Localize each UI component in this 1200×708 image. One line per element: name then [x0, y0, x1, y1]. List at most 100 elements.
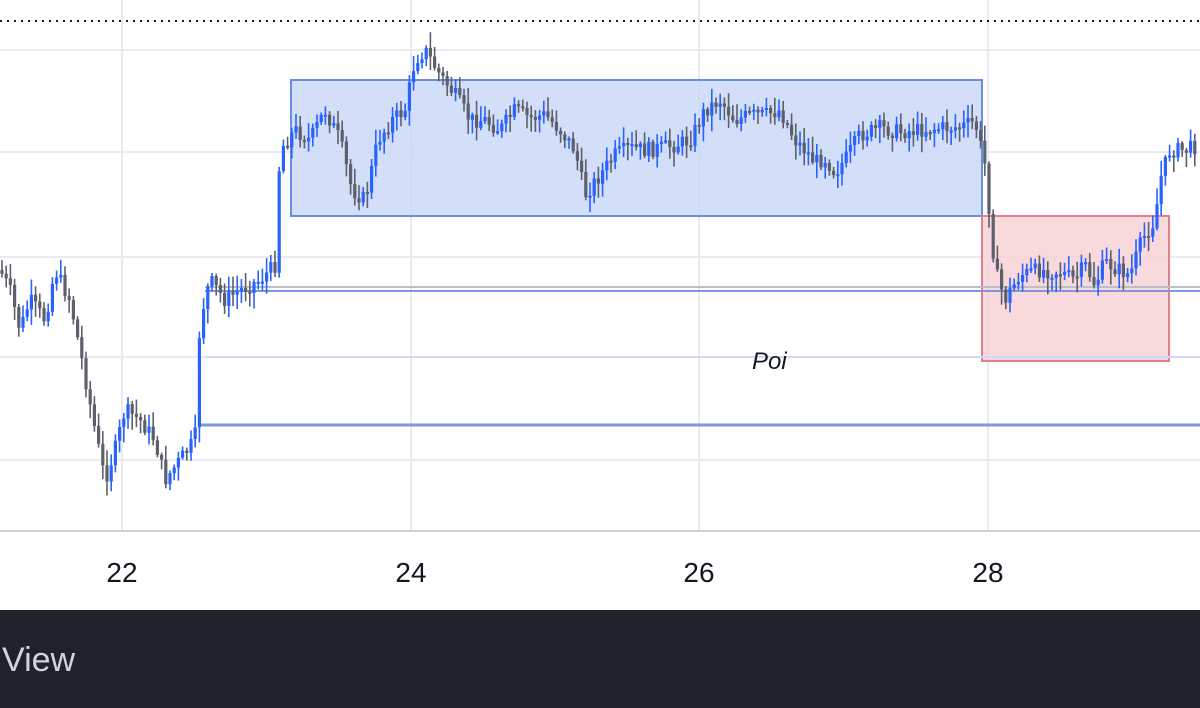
- candle-body: [664, 140, 668, 143]
- poi-zone-box[interactable]: [981, 215, 1170, 362]
- candle-body: [1033, 263, 1037, 269]
- candle-body: [571, 138, 575, 152]
- candle-body: [848, 145, 852, 152]
- candle-body: [130, 404, 134, 414]
- candle-body: [403, 110, 407, 117]
- candle-body: [357, 198, 361, 203]
- candle-body: [1113, 269, 1117, 275]
- view-button[interactable]: View: [2, 641, 76, 679]
- candle-body: [29, 294, 33, 310]
- candle-body: [1109, 259, 1113, 270]
- candle-body: [693, 124, 697, 146]
- candle-body: [819, 154, 823, 168]
- candle-body: [466, 103, 470, 120]
- candle-body: [483, 117, 487, 122]
- candle-body: [97, 426, 101, 444]
- candle-body: [160, 454, 164, 460]
- candle-body: [508, 114, 512, 117]
- candle-body: [546, 111, 550, 118]
- candle-body: [1079, 262, 1083, 277]
- candle-body: [25, 309, 29, 317]
- candle-body: [13, 284, 17, 307]
- poi-annotation-label[interactable]: Poi: [752, 348, 787, 375]
- candle-body: [937, 129, 941, 132]
- candle-body: [1012, 284, 1016, 289]
- candle-body: [407, 82, 411, 111]
- x-axis-tick-label: 22: [106, 557, 137, 588]
- candle-body: [529, 115, 533, 118]
- candle-body: [920, 123, 924, 137]
- candle-body: [172, 467, 176, 474]
- candle-body: [214, 276, 218, 286]
- candle-body: [176, 457, 180, 468]
- candle-body: [248, 291, 252, 294]
- candle-body: [764, 108, 768, 110]
- candle-body: [823, 162, 827, 168]
- candle-body: [244, 288, 248, 292]
- x-axis-tick-label: 28: [972, 557, 1003, 588]
- candle-body: [273, 262, 277, 273]
- candle-body: [437, 67, 441, 73]
- candle-body: [269, 262, 273, 273]
- candle-body: [382, 132, 386, 142]
- candle-body: [1054, 274, 1058, 278]
- candle-body: [1037, 263, 1041, 278]
- candle-body: [105, 465, 109, 482]
- candle-body: [1172, 155, 1176, 158]
- candle-body: [449, 85, 453, 93]
- candle-body: [1130, 268, 1134, 274]
- candle-body: [118, 427, 122, 441]
- candle-body: [567, 138, 571, 141]
- x-axis-tick-label: 26: [683, 557, 714, 588]
- candle-body: [315, 122, 319, 128]
- candle-body: [1046, 270, 1050, 279]
- candle-body: [319, 114, 323, 122]
- bottom-toolbar: View: [0, 610, 1200, 708]
- candle-body: [428, 47, 432, 57]
- candle-body: [844, 151, 848, 164]
- candle-body: [332, 123, 336, 126]
- candle-body: [710, 102, 714, 116]
- candle-body: [605, 160, 609, 171]
- candle-body: [865, 136, 869, 141]
- candle-body: [1117, 263, 1121, 275]
- candle-body: [714, 102, 718, 107]
- candle-body: [689, 145, 693, 148]
- consolidation-range-box[interactable]: [290, 79, 983, 217]
- candle-body: [147, 426, 151, 433]
- candle-body: [239, 288, 243, 292]
- candle-body: [890, 135, 894, 138]
- candle-body: [794, 135, 798, 146]
- candle-body: [340, 130, 344, 142]
- candle-body: [504, 114, 508, 124]
- candle-body: [344, 141, 348, 165]
- candle-body: [109, 465, 113, 482]
- candle-body: [1050, 277, 1054, 280]
- candle-body: [479, 121, 483, 128]
- candle-body: [727, 106, 731, 116]
- candle-body: [580, 160, 584, 172]
- candle-body: [760, 109, 764, 113]
- candle-body: [903, 133, 907, 139]
- price-chart[interactable]: Poi 22 24 26 28: [0, 0, 1200, 610]
- candle-body: [286, 145, 290, 148]
- candle-body: [676, 146, 680, 153]
- candle-body: [512, 104, 516, 117]
- candle-body: [979, 130, 983, 141]
- candle-body: [966, 117, 970, 123]
- candle-body: [370, 166, 374, 193]
- candle-body: [487, 117, 491, 125]
- candle-body: [256, 281, 260, 284]
- candle-body: [836, 174, 840, 177]
- candle-body: [542, 111, 546, 116]
- candle-body: [1168, 155, 1172, 158]
- candle-body: [790, 124, 794, 136]
- candle-body: [634, 144, 638, 148]
- chart-canvas[interactable]: Poi 22 24 26 28: [0, 0, 1200, 610]
- candle-body: [218, 285, 222, 293]
- candle-body: [743, 110, 747, 118]
- candle-body: [832, 170, 836, 175]
- candle-body: [995, 258, 999, 270]
- candle-body: [193, 427, 197, 439]
- candle-body: [433, 56, 437, 68]
